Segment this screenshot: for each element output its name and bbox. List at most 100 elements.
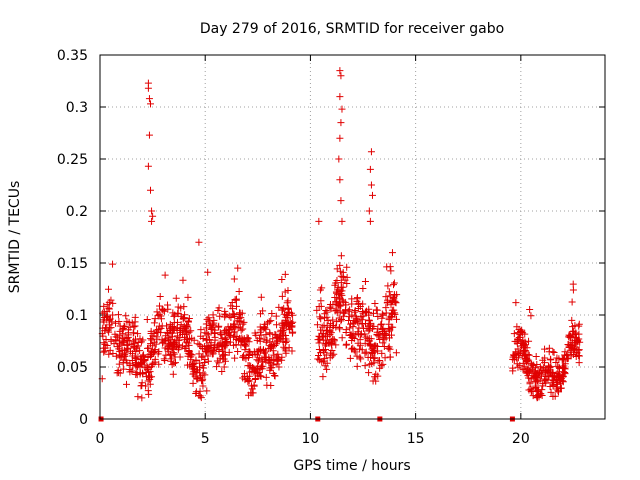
- data-point: [202, 320, 210, 328]
- data-point: [270, 351, 278, 359]
- data-point: [513, 360, 521, 368]
- data-point: [158, 305, 166, 313]
- data-point: [315, 352, 323, 360]
- data-point: [159, 306, 167, 314]
- data-point: [335, 324, 343, 332]
- data-point: [225, 348, 233, 356]
- data-point: [532, 353, 540, 361]
- data-point: [114, 366, 122, 374]
- data-point: [327, 320, 335, 328]
- data-point: [313, 321, 321, 329]
- data-point: [107, 337, 115, 345]
- data-point: [235, 318, 243, 326]
- data-point: [521, 352, 529, 360]
- data-point: [105, 350, 113, 358]
- data-point: [244, 362, 252, 370]
- data-point: [105, 298, 113, 306]
- data-point: [385, 288, 393, 296]
- data-point: [329, 324, 337, 332]
- data-point: [346, 354, 354, 362]
- data-point: [201, 329, 209, 337]
- data-point: [332, 306, 340, 314]
- data-point: [315, 339, 323, 347]
- data-point: [337, 317, 345, 325]
- data-point: [120, 356, 128, 364]
- data-point: [392, 349, 400, 357]
- data-point: [164, 343, 172, 351]
- data-point: [122, 349, 130, 357]
- data-point: [517, 349, 525, 357]
- data-point: [550, 349, 558, 357]
- data-point: [510, 330, 518, 338]
- data-point: [333, 318, 341, 326]
- data-point: [279, 338, 287, 346]
- data-point: [337, 119, 345, 127]
- data-point: [151, 355, 159, 363]
- data-point: [239, 374, 247, 382]
- data-point: [381, 354, 389, 362]
- data-point: [132, 355, 140, 363]
- data-point: [348, 300, 356, 308]
- data-point: [552, 375, 560, 383]
- data-point: [218, 367, 226, 375]
- data-point: [134, 393, 142, 401]
- data-point: [338, 316, 346, 324]
- data-point: [138, 379, 146, 387]
- data-point: [353, 362, 361, 370]
- data-point: [227, 313, 235, 321]
- data-point: [187, 353, 195, 361]
- data-point: [155, 322, 163, 330]
- data-point: [361, 277, 369, 285]
- data-point: [130, 343, 138, 351]
- data-point: [374, 332, 382, 340]
- data-point: [222, 311, 230, 319]
- data-point: [342, 326, 350, 334]
- data-point: [387, 323, 395, 331]
- data-point: [332, 298, 340, 306]
- data-point: [382, 309, 390, 317]
- data-point: [563, 352, 571, 360]
- data-point: [351, 306, 359, 314]
- data-point: [368, 191, 376, 199]
- data-point: [332, 341, 340, 349]
- data-point: [144, 162, 152, 170]
- data-point: [155, 360, 163, 368]
- data-point: [569, 280, 577, 288]
- data-point: [183, 361, 191, 369]
- data-point: [322, 339, 330, 347]
- data-point: [549, 381, 557, 389]
- data-point: [104, 285, 112, 293]
- data-point: [386, 292, 394, 300]
- data-point: [279, 306, 287, 314]
- data-point: [387, 267, 395, 275]
- x-tick-label: 0: [96, 431, 105, 447]
- data-point: [255, 334, 263, 342]
- data-point: [289, 328, 297, 336]
- data-point: [374, 312, 382, 320]
- data-point: [558, 356, 566, 364]
- data-point: [204, 357, 212, 365]
- data-point: [545, 344, 553, 352]
- data-point: [160, 355, 168, 363]
- data-point: [136, 369, 144, 377]
- data-point: [336, 67, 344, 75]
- data-point: [568, 298, 576, 306]
- data-point: [374, 372, 382, 380]
- x-tick-label: 20: [512, 431, 530, 447]
- data-point: [512, 299, 520, 307]
- data-point: [135, 361, 143, 369]
- data-point: [568, 316, 576, 324]
- data-point: [331, 281, 339, 289]
- data-point: [374, 325, 382, 333]
- data-point: [321, 310, 329, 318]
- data-point: [339, 283, 347, 291]
- data-point: [145, 95, 153, 103]
- data-point: [280, 304, 288, 312]
- data-point: [199, 352, 207, 360]
- data-point: [561, 348, 569, 356]
- data-point: [341, 298, 349, 306]
- data-point: [278, 319, 286, 327]
- data-point: [314, 336, 322, 344]
- data-point: [336, 134, 344, 142]
- data-point: [559, 373, 567, 381]
